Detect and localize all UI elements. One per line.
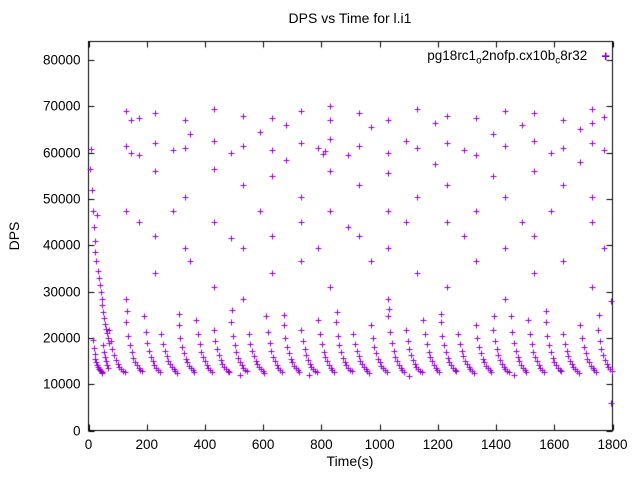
x-axis-label: Time(s): [326, 453, 374, 469]
y-tick-label: 50000: [42, 191, 81, 207]
x-tick-label: 800: [310, 436, 333, 452]
x-tick-label: 1000: [364, 436, 395, 452]
y-tick-label: 70000: [42, 98, 81, 114]
y-tick-label: 20000: [42, 330, 81, 346]
y-tick-label: 40000: [42, 237, 81, 253]
legend-series-label: pg18rc1o2nofp.cx10bc8r32: [427, 48, 588, 67]
x-tick-label: 600: [251, 436, 275, 452]
x-tick-label: 200: [135, 436, 158, 452]
x-tick-label: 1600: [539, 436, 570, 452]
x-tick-label: 1800: [597, 436, 628, 452]
y-tick-label: 80000: [42, 52, 81, 68]
y-tick-label: 10000: [42, 376, 81, 392]
x-tick-label: 0: [84, 436, 93, 452]
y-tick-label: 0: [72, 423, 81, 438]
y-tick-label: 30000: [42, 284, 81, 300]
x-tick-label: 400: [193, 436, 217, 452]
y-tick-label: 60000: [42, 145, 81, 161]
x-tick-label: 1400: [481, 436, 512, 452]
chart-title: DPS vs Time for l.i1: [288, 10, 412, 26]
legend-marker-icon: +: [601, 48, 610, 66]
legend: pg18rc1o2nofp.cx10bc8r32 +: [427, 48, 610, 67]
x-tick-label: 1200: [422, 436, 453, 452]
